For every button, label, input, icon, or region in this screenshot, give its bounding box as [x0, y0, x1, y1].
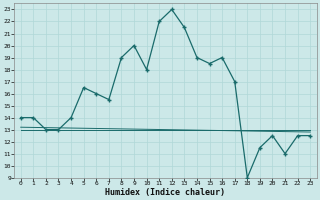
X-axis label: Humidex (Indice chaleur): Humidex (Indice chaleur): [106, 188, 226, 197]
